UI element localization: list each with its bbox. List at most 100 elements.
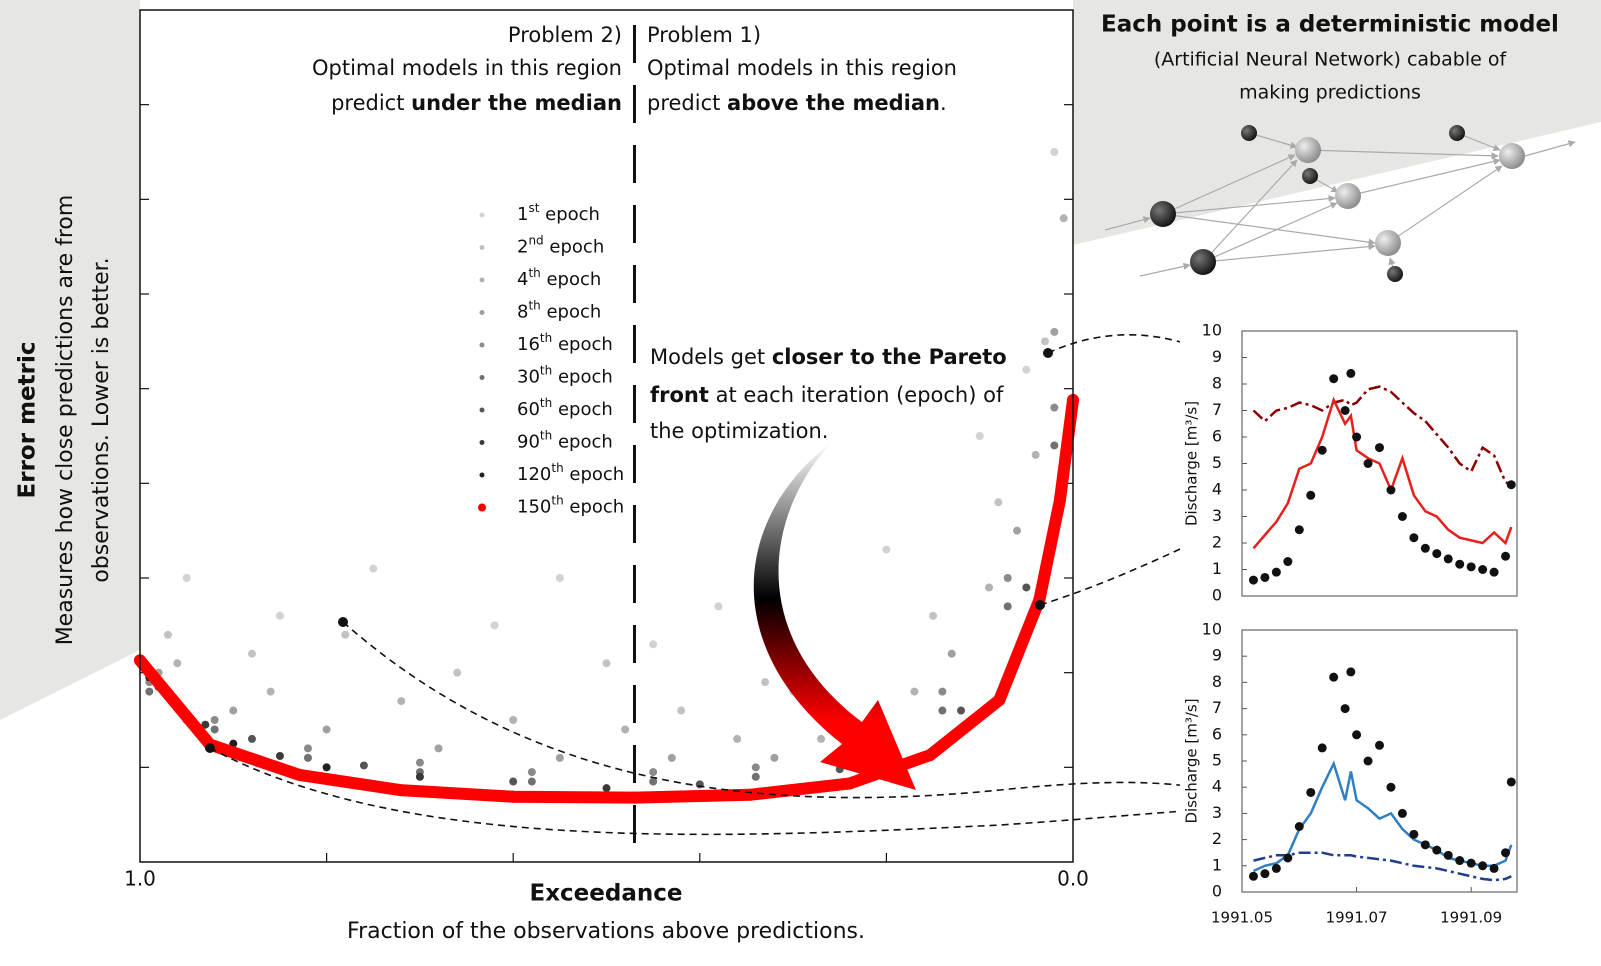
observation bbox=[1432, 549, 1442, 559]
legend-marker bbox=[479, 375, 485, 380]
point bbox=[744, 788, 757, 801]
observation bbox=[1443, 850, 1453, 860]
legend-label: 1st epoch bbox=[517, 201, 600, 226]
observation bbox=[1375, 443, 1384, 453]
legend-marker bbox=[479, 472, 485, 478]
panel bbox=[1180, 614, 1521, 906]
point bbox=[509, 777, 518, 786]
y-title: Error metric bbox=[15, 342, 41, 499]
observation bbox=[1260, 869, 1270, 879]
point bbox=[602, 784, 611, 793]
annotation-part: predict bbox=[647, 91, 727, 115]
point bbox=[649, 777, 658, 786]
annotation-part: Problem 1) bbox=[647, 23, 761, 47]
observation bbox=[1466, 562, 1476, 572]
y-tick-label: 4 bbox=[1212, 777, 1222, 796]
observation bbox=[1329, 672, 1339, 682]
y-tick-label: 2 bbox=[1212, 533, 1222, 552]
observation bbox=[1294, 822, 1304, 831]
point bbox=[751, 763, 760, 772]
point bbox=[817, 734, 826, 743]
observation bbox=[1478, 861, 1488, 871]
observation bbox=[1420, 543, 1430, 553]
header-title: Each point is a deterministic model bbox=[1101, 12, 1559, 38]
y-tick-label: 0 bbox=[1212, 586, 1222, 605]
observation bbox=[1455, 559, 1465, 569]
legend-label: 2nd epoch bbox=[517, 233, 604, 258]
point bbox=[1003, 602, 1012, 611]
header-line: making predictions bbox=[1239, 82, 1421, 104]
legend-marker bbox=[479, 440, 485, 445]
y-tick-label: 1 bbox=[1212, 855, 1222, 874]
header-line: (Artificial Neural Network) cabable of bbox=[1154, 49, 1508, 71]
observation bbox=[1248, 575, 1258, 585]
y-subtitle: Measures how close predictions are from bbox=[53, 195, 78, 646]
observation bbox=[1317, 445, 1327, 455]
point bbox=[677, 706, 686, 715]
y-tick-label: 5 bbox=[1212, 453, 1222, 472]
connector-dots bbox=[205, 348, 1053, 753]
observation bbox=[1420, 840, 1430, 850]
plot-frame bbox=[139, 9, 1074, 863]
y-title: Discharge [m³/s] bbox=[1183, 401, 1201, 526]
legend-label: 4th epoch bbox=[517, 266, 601, 291]
point bbox=[714, 602, 723, 611]
observation bbox=[1506, 480, 1516, 490]
point bbox=[985, 583, 994, 592]
observation bbox=[1409, 829, 1419, 839]
gradient-arrow bbox=[753, 442, 916, 790]
x-tick-label: 1991.09 bbox=[1440, 909, 1502, 927]
point bbox=[229, 706, 238, 715]
annotation-part: . bbox=[940, 91, 947, 115]
point bbox=[667, 753, 676, 762]
y-tick-label: 5 bbox=[1212, 751, 1222, 770]
observation bbox=[1283, 557, 1293, 567]
point bbox=[947, 649, 956, 658]
point bbox=[210, 725, 219, 734]
point bbox=[507, 790, 520, 803]
y-title: Discharge [m³/s] bbox=[1183, 698, 1201, 823]
plot-frame bbox=[1241, 629, 1518, 893]
model-line bbox=[1253, 851, 1512, 882]
observation bbox=[1260, 572, 1270, 582]
legend-marker bbox=[478, 503, 486, 512]
annotation-part: Models get bbox=[650, 345, 772, 369]
legend-marker bbox=[479, 407, 485, 413]
y-tick-label: 8 bbox=[1212, 374, 1222, 393]
point bbox=[173, 659, 182, 668]
background-band bbox=[1073, 0, 1601, 245]
point bbox=[247, 649, 256, 658]
point bbox=[490, 621, 499, 630]
observation bbox=[1443, 554, 1453, 564]
point bbox=[1041, 337, 1050, 346]
point bbox=[266, 687, 275, 696]
y-tick-label: 6 bbox=[1212, 427, 1222, 446]
point bbox=[163, 630, 172, 639]
legend-marker bbox=[479, 277, 485, 283]
panel bbox=[1180, 315, 1521, 610]
observation bbox=[1346, 368, 1356, 378]
point bbox=[527, 768, 536, 777]
point bbox=[1022, 365, 1031, 374]
point bbox=[275, 611, 284, 620]
point bbox=[602, 659, 611, 668]
point bbox=[415, 758, 424, 767]
observation bbox=[1432, 845, 1442, 855]
annotation: predict under the median bbox=[331, 91, 622, 115]
observation bbox=[1409, 533, 1419, 543]
point bbox=[929, 611, 938, 620]
observation bbox=[1478, 565, 1488, 574]
point bbox=[369, 564, 378, 573]
observation bbox=[1363, 756, 1373, 766]
point bbox=[182, 574, 191, 582]
point bbox=[293, 768, 306, 781]
legend-label: 120th epoch bbox=[517, 461, 624, 486]
point bbox=[649, 768, 658, 777]
y-tick-label: 10 bbox=[1202, 620, 1222, 639]
x-tick-label: 1.0 bbox=[124, 867, 156, 891]
legend-marker bbox=[479, 245, 485, 250]
point bbox=[275, 751, 284, 760]
legend-label: 8th epoch bbox=[517, 298, 601, 323]
legend-label: 16th epoch bbox=[517, 331, 613, 356]
point bbox=[303, 753, 312, 762]
